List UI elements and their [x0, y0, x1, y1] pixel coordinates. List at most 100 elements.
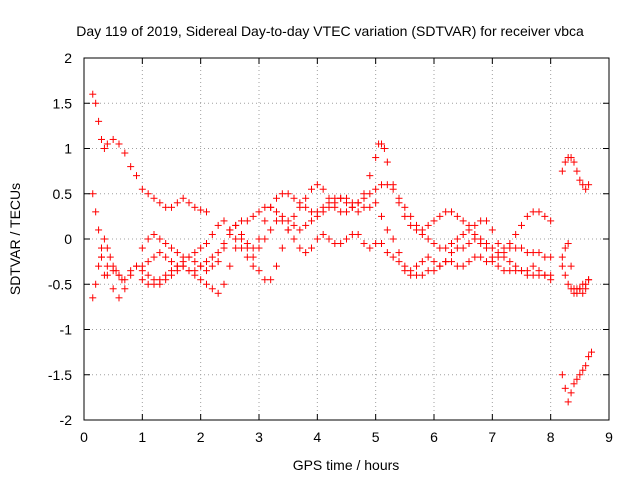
- y-tick-label: -0.5: [48, 276, 72, 292]
- data-point: [243, 253, 251, 261]
- data-point: [92, 280, 100, 288]
- data-point: [168, 203, 175, 211]
- data-point: [424, 235, 432, 243]
- data-point: [564, 398, 572, 406]
- data-point: [179, 194, 187, 202]
- data-point: [325, 235, 333, 243]
- data-point: [226, 226, 234, 234]
- data-point: [459, 262, 467, 270]
- data-point: [424, 253, 432, 261]
- data-point: [138, 262, 146, 270]
- data-points: [89, 90, 595, 406]
- data-point: [378, 140, 385, 148]
- data-point: [95, 226, 103, 234]
- data-point: [541, 212, 549, 220]
- y-tick-label: -1: [60, 322, 73, 338]
- data-point: [290, 221, 298, 229]
- data-point: [465, 240, 473, 248]
- data-point: [133, 172, 140, 180]
- data-point: [547, 271, 555, 279]
- data-point: [290, 212, 298, 220]
- data-point: [95, 262, 103, 270]
- data-point: [302, 249, 310, 257]
- data-point: [360, 240, 368, 248]
- data-point: [220, 240, 228, 248]
- data-point: [92, 208, 100, 216]
- data-point: [395, 249, 403, 257]
- data-point: [100, 235, 108, 243]
- data-point: [115, 271, 123, 279]
- data-point: [395, 258, 403, 266]
- data-point: [488, 258, 496, 266]
- data-point: [541, 271, 549, 279]
- data-point: [191, 267, 199, 275]
- y-tick-label: 0.5: [53, 186, 73, 202]
- data-point: [168, 244, 175, 252]
- data-point: [383, 158, 391, 166]
- data-point: [561, 271, 569, 279]
- data-point: [579, 366, 587, 374]
- data-point: [127, 163, 135, 171]
- data-point: [319, 208, 327, 216]
- data-point: [582, 285, 590, 293]
- data-point: [98, 135, 105, 143]
- chart-title: Day 119 of 2019, Sidereal Day-to-day VTE…: [76, 23, 584, 39]
- data-point: [506, 267, 514, 275]
- data-point: [296, 226, 304, 234]
- data-point: [89, 190, 97, 198]
- data-point: [278, 217, 286, 225]
- data-point: [567, 262, 575, 270]
- data-point: [325, 203, 333, 211]
- data-point: [296, 244, 304, 252]
- data-point: [582, 185, 590, 193]
- y-tick-label: 1: [64, 141, 72, 157]
- data-point: [471, 230, 479, 238]
- data-point: [208, 230, 216, 238]
- data-point: [383, 249, 391, 257]
- data-point: [98, 253, 105, 261]
- data-point: [255, 208, 263, 216]
- data-point: [430, 267, 438, 275]
- data-point: [541, 253, 549, 261]
- x-tick-label: 1: [138, 429, 146, 445]
- data-point: [585, 353, 593, 361]
- data-point: [156, 235, 164, 243]
- data-point: [407, 221, 415, 229]
- data-point: [573, 167, 581, 175]
- data-point: [144, 271, 152, 279]
- data-point: [261, 217, 269, 225]
- data-point: [558, 167, 566, 175]
- data-point: [413, 262, 420, 270]
- data-point: [249, 262, 257, 270]
- data-point: [89, 294, 97, 302]
- data-point: [459, 244, 467, 252]
- data-point: [383, 226, 391, 234]
- data-point: [109, 262, 117, 270]
- data-point: [203, 267, 210, 275]
- y-axis-label: SDTVAR / TECUs: [7, 183, 23, 295]
- data-point: [378, 212, 385, 220]
- data-point: [494, 262, 502, 270]
- data-point: [585, 181, 593, 189]
- data-point: [378, 240, 385, 248]
- data-point: [308, 185, 315, 193]
- data-point: [249, 212, 257, 220]
- data-point: [401, 212, 409, 220]
- data-point: [547, 253, 555, 261]
- data-point: [302, 221, 310, 229]
- data-point: [203, 280, 210, 288]
- data-point: [512, 262, 520, 270]
- data-point: [214, 258, 222, 266]
- data-point: [109, 285, 117, 293]
- data-point: [168, 258, 175, 266]
- data-point: [518, 267, 525, 275]
- data-point: [100, 145, 108, 152]
- x-tick-label: 3: [255, 429, 263, 445]
- data-point: [144, 190, 152, 198]
- data-point: [389, 181, 397, 189]
- data-point: [570, 289, 578, 297]
- data-point: [138, 185, 146, 193]
- y-tick-label: -2: [60, 412, 73, 428]
- x-tick-label: 8: [547, 429, 555, 445]
- data-point: [115, 140, 123, 148]
